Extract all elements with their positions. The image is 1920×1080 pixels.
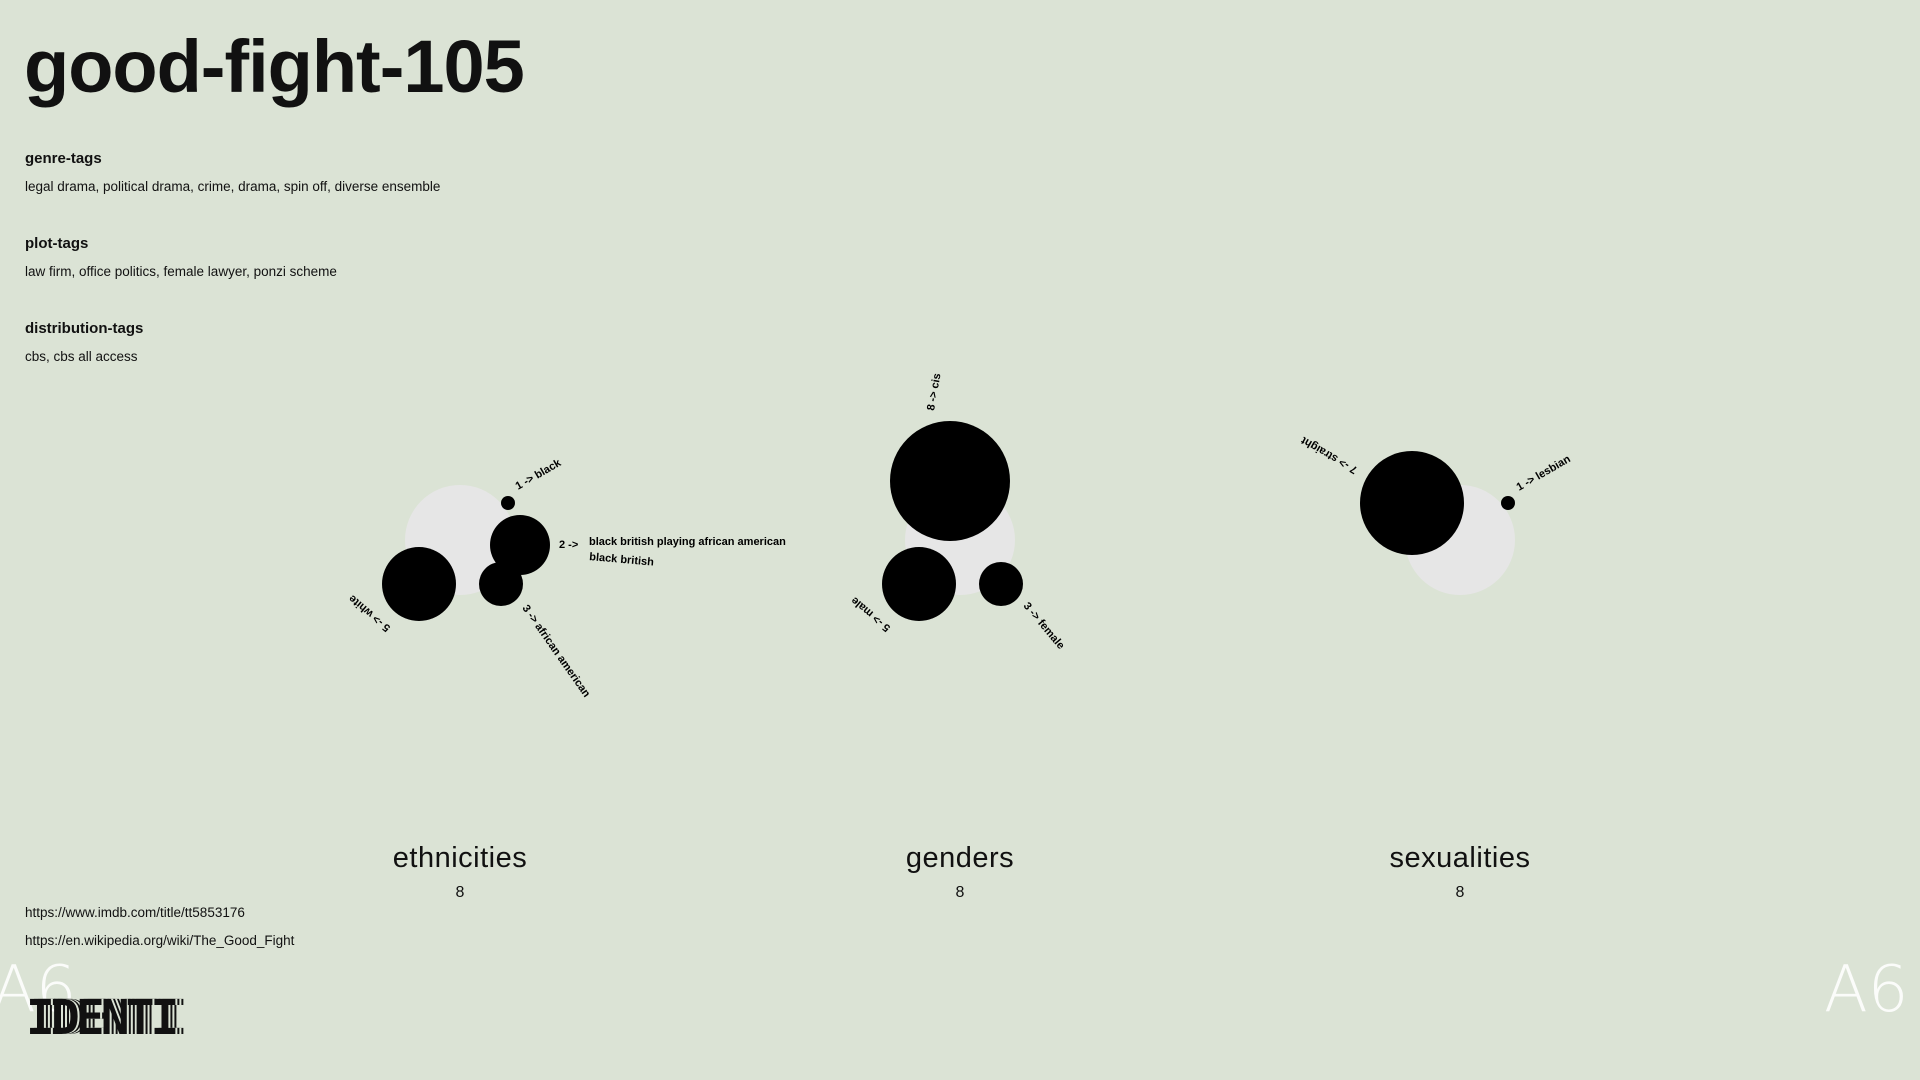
ethnicities-label-african-american: 3 -> african american (520, 603, 593, 700)
genders-bubble-cis (890, 421, 1010, 541)
genre-tags-section: genre-tags legal drama, political drama,… (25, 150, 440, 194)
ethnicities-label-black-british-count: 2 -> (559, 539, 578, 551)
ethnicities-bubble-black (501, 496, 515, 510)
ethnicities-count: 8 (455, 884, 465, 901)
plot-tags-heading: plot-tags (25, 235, 89, 252)
genre-tags-values: legal drama, political drama, crime, dra… (25, 179, 441, 194)
genre-tags-heading: genre-tags (25, 150, 102, 167)
plot-tags-values: law firm, office politics, female lawyer… (25, 264, 337, 279)
genders-label-cis: 8 -> cis (925, 372, 943, 411)
a6-watermark-left: A6 (0, 953, 77, 1027)
page-title: good-fight-105 (24, 25, 525, 108)
genders-bubble-male (882, 547, 956, 621)
genders-bubble-female (979, 562, 1023, 606)
sexualities-label-lesbian: 1 -> lesbian (1515, 453, 1573, 494)
genders-heading: genders (905, 842, 1015, 874)
wikipedia-link[interactable]: https://en.wikipedia.org/wiki/The_Good_F… (25, 933, 295, 948)
ethnicities-heading: ethnicities (392, 842, 528, 874)
a6-watermark-right: A6 (1824, 953, 1909, 1027)
sexualities-heading: sexualities (1389, 842, 1531, 874)
ethnicities-bubble-african-american (479, 562, 523, 606)
distribution-tags-heading: distribution-tags (25, 320, 144, 337)
genders-label-female: 3 -> female (1021, 600, 1067, 652)
ethnicities-bubble-white (382, 547, 456, 621)
sexualities-bubble-straight (1360, 451, 1464, 555)
sexualities-bubble-lesbian (1501, 496, 1515, 510)
ethnicities-label-black-british: black british (589, 551, 655, 569)
imdb-link[interactable]: https://www.imdb.com/title/tt5853176 (25, 905, 245, 920)
ethnicities-label-black-british-playing: black british playing african american (589, 536, 786, 548)
ethnicities-bubble-black-british (490, 515, 550, 575)
ethnicities-chart: 1 -> black 2 -> black british playing af… (347, 457, 787, 700)
sexualities-chart: 7 -> straight 1 -> lesbian (1299, 434, 1573, 595)
ethnicities-label-black: 1 -> black (514, 457, 564, 493)
plot-tags-section: plot-tags law firm, office politics, fem… (25, 235, 337, 279)
distribution-tags-values: cbs, cbs all access (25, 349, 138, 364)
sexualities-label-straight: 7 -> straight (1299, 434, 1360, 476)
sexualities-count: 8 (1455, 884, 1465, 901)
identi-logo: IDENTI (26, 990, 179, 1046)
genders-chart: 8 -> cis 5 -> male 3 -> female (849, 372, 1067, 651)
genders-count: 8 (955, 884, 965, 901)
distribution-tags-section: distribution-tags cbs, cbs all access (25, 320, 143, 364)
